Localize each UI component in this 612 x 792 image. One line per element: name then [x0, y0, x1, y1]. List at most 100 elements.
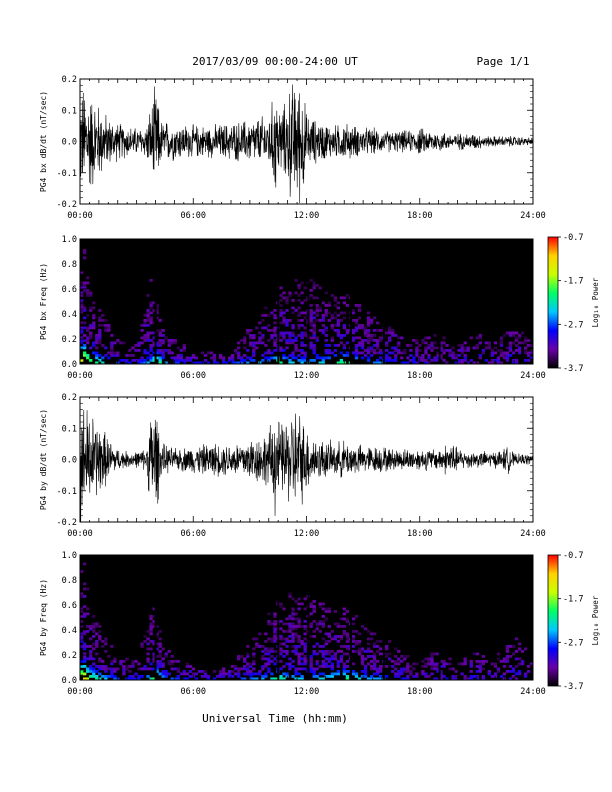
- colorbar-label: Log₁₀ Power: [591, 277, 600, 327]
- spectrogram-cell: [493, 341, 498, 345]
- spectrogram-cell: [327, 650, 331, 653]
- spectrogram-cell: [101, 361, 105, 364]
- spectrogram-cell: [294, 617, 298, 621]
- spectrogram-cell: [463, 349, 467, 352]
- spectrogram-cell: [83, 309, 87, 312]
- spectrogram-cell: [333, 304, 337, 307]
- spectrogram-cell: [83, 249, 87, 252]
- spectrogram-cell: [321, 677, 325, 680]
- spectrogram-cell: [385, 655, 389, 658]
- spectrogram-cell: [351, 662, 356, 666]
- spectrogram-cell: [170, 660, 174, 663]
- spectrogram-cell: [312, 607, 316, 611]
- spectrogram-cell: [397, 341, 401, 345]
- spectrogram-cell: [86, 670, 90, 673]
- spectrogram-cell: [149, 331, 153, 335]
- spectrogram-cell: [333, 324, 337, 327]
- spectrogram-cell: [249, 672, 253, 676]
- spectrogram-cell: [418, 344, 422, 347]
- spectrogram-cell: [517, 334, 522, 337]
- spectrogram-cell: [354, 640, 359, 643]
- spectrogram-cell: [294, 339, 298, 342]
- spectrogram-cell: [505, 660, 510, 663]
- spectrogram-cell: [327, 344, 331, 347]
- spectrogram-cell: [300, 625, 304, 628]
- spectrogram-cell: [101, 660, 105, 663]
- spectrogram-cell: [285, 617, 289, 621]
- spectrogram-cell: [315, 660, 319, 663]
- spectrogram-cell: [415, 346, 419, 350]
- spectrogram-cell: [336, 319, 341, 322]
- spectrogram-cell: [261, 334, 265, 337]
- spectrogram-cell: [80, 640, 84, 643]
- spectrogram-cell: [270, 672, 274, 676]
- spectrogram-cell: [445, 677, 449, 680]
- spectrogram-cell: [152, 667, 156, 671]
- spectrogram-cell: [101, 645, 105, 648]
- spectrogram-cell: [478, 336, 482, 340]
- spectrogram-cell: [351, 351, 356, 355]
- spectrogram-cell: [354, 344, 359, 347]
- spectrogram-cell: [218, 356, 223, 360]
- spectrogram-cell: [324, 351, 328, 355]
- spectrogram-cell: [300, 341, 304, 345]
- spectrogram-cell: [152, 622, 156, 626]
- spectrogram-cell: [80, 294, 84, 297]
- spectrogram-cell: [146, 319, 150, 322]
- spectrogram-cell: [321, 622, 325, 626]
- spectrogram-cell: [252, 336, 256, 340]
- spectrogram-cell: [80, 570, 84, 573]
- spectrogram-cell: [369, 334, 374, 337]
- spectrogram-cell: [92, 344, 96, 347]
- spectrogram-cell: [294, 667, 298, 671]
- spectrogram-cell: [336, 625, 341, 628]
- spectrogram-cell: [318, 665, 322, 668]
- spectrogram-cell: [415, 354, 419, 357]
- spectrogram-cell: [427, 657, 431, 661]
- spectrogram-cell: [351, 670, 356, 673]
- spectrogram-cell: [270, 351, 274, 355]
- spectrogram-cell: [324, 675, 328, 678]
- spectrogram-cell: [309, 324, 313, 327]
- spectrogram-cell: [321, 620, 325, 623]
- spectrogram-cell: [297, 635, 301, 638]
- spectrogram-cell: [375, 344, 380, 347]
- spectrogram-cell: [161, 329, 165, 332]
- spectrogram-cell: [339, 657, 344, 661]
- spectrogram-cell: [158, 662, 162, 666]
- spectrogram-cell: [261, 677, 265, 680]
- spectrogram-cell: [179, 354, 183, 357]
- spectrogram-cell: [282, 291, 286, 295]
- data-gap-stripe: [382, 239, 385, 364]
- spectrogram-cell: [209, 351, 214, 355]
- spectrogram-cell: [86, 281, 90, 285]
- spectrogram-cell: [249, 670, 253, 673]
- spectrogram-cell: [318, 329, 322, 332]
- spectrogram-cell: [394, 356, 398, 360]
- spectrogram-cell: [312, 311, 316, 315]
- y-tick-label: 1.0: [62, 551, 77, 561]
- spectrogram-cells: [80, 239, 533, 364]
- spectrogram-cell: [261, 314, 265, 317]
- spectrogram-cell: [436, 662, 440, 666]
- spectrogram-cell: [309, 625, 313, 628]
- x-tick-label: 24:00: [520, 371, 546, 381]
- spectrogram-cell: [134, 349, 138, 352]
- spectrogram-cell: [333, 296, 337, 300]
- spectrogram-cell: [243, 677, 247, 680]
- spectrogram-cell: [378, 351, 383, 355]
- spectrogram-cell: [415, 662, 419, 666]
- x-tick-label: 12:00: [294, 211, 320, 221]
- spectrogram-cell: [300, 331, 304, 335]
- spectrogram-cell: [297, 334, 301, 337]
- spectrogram-cell: [372, 665, 377, 668]
- spectrogram-cell: [140, 645, 144, 648]
- spectrogram-cell: [324, 309, 328, 312]
- spectrogram-cell: [291, 607, 295, 611]
- spectrogram-cell: [98, 677, 102, 680]
- spectrogram-cell: [372, 662, 377, 666]
- spectrogram-cell: [409, 672, 413, 676]
- spectrogram-cell: [345, 670, 350, 673]
- spectrogram-cell: [282, 334, 286, 337]
